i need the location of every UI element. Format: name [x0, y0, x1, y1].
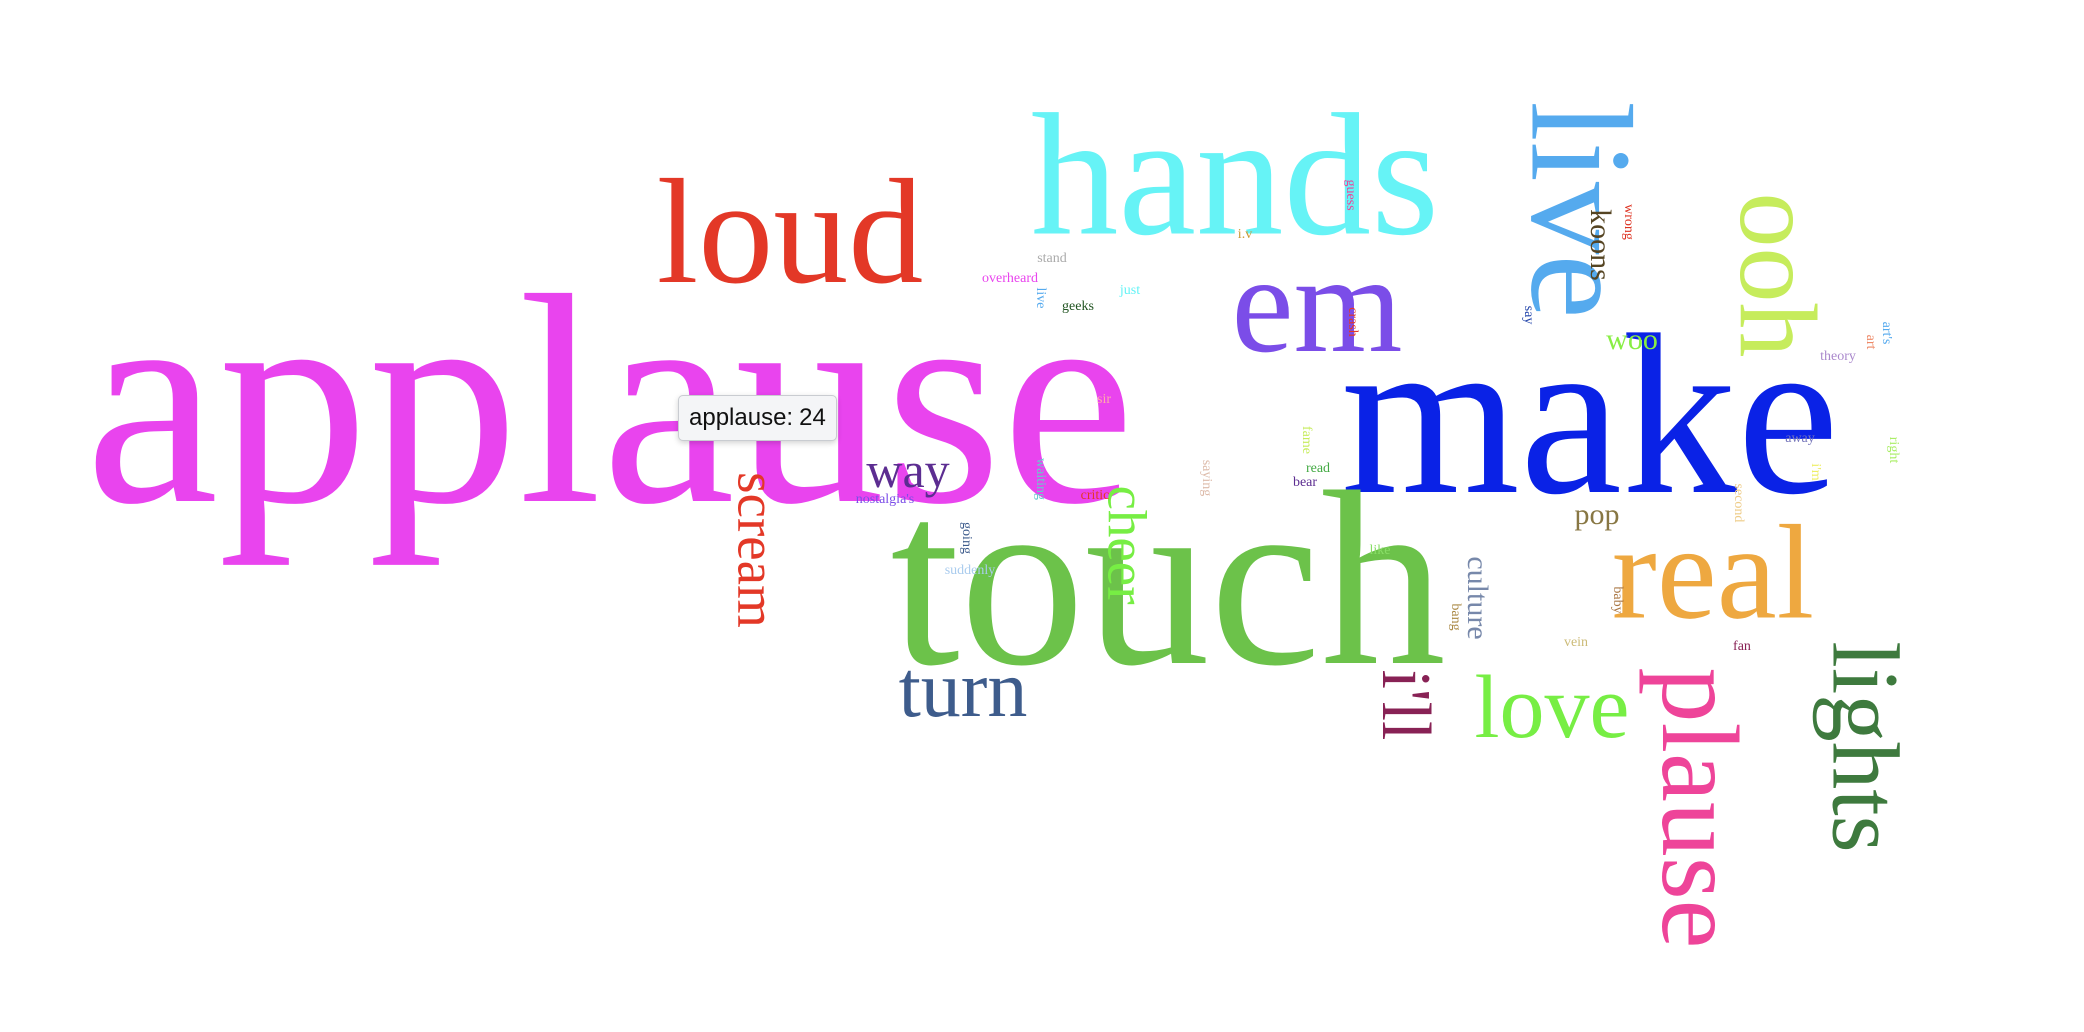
word-geeks[interactable]: geeks — [1062, 299, 1094, 314]
word-like[interactable]: like — [1369, 543, 1391, 558]
word-applause[interactable]: applause — [85, 234, 1135, 566]
word-loud[interactable]: loud — [656, 149, 924, 315]
word-love[interactable]: love — [1474, 658, 1630, 757]
word-woo[interactable]: woo — [1606, 323, 1658, 356]
word-sir[interactable]: sir — [1097, 392, 1111, 407]
word-way[interactable]: way — [866, 442, 950, 498]
word-just[interactable]: just — [1119, 283, 1141, 298]
tooltip-word: applause — [689, 404, 787, 431]
word-guess[interactable]: guess — [1343, 179, 1358, 211]
word-nostalgia-s[interactable]: nostalgia's — [855, 492, 915, 507]
word-bang[interactable]: bang — [1448, 603, 1463, 631]
word-say[interactable]: say — [1521, 305, 1536, 325]
word-em[interactable]: em — [1231, 227, 1403, 382]
word-fan[interactable]: fan — [1733, 639, 1751, 654]
word-suddenly[interactable]: suddenly — [944, 563, 996, 578]
word-crash[interactable]: crash — [1345, 307, 1360, 337]
tooltip-count: 24 — [799, 404, 826, 431]
word-stand[interactable]: stand — [1037, 251, 1067, 266]
word-scream[interactable]: scream — [726, 472, 788, 628]
word-koons[interactable]: koons — [1584, 209, 1617, 281]
word-i-v[interactable]: i.v — [1237, 227, 1253, 242]
word-i-ll[interactable]: i'll — [1367, 669, 1444, 741]
word-i-m[interactable]: i'm — [1808, 463, 1823, 481]
word-away[interactable]: away — [1785, 431, 1815, 446]
word-theory[interactable]: theory — [1820, 349, 1856, 364]
word-lights[interactable]: lights — [1812, 641, 1919, 853]
word-vein[interactable]: vein — [1563, 635, 1589, 650]
word-hands[interactable]: hands — [1030, 77, 1440, 272]
word-wrong[interactable]: wrong — [1621, 204, 1636, 240]
word-pop[interactable]: pop — [1574, 498, 1620, 531]
word-plause[interactable]: plause — [1639, 667, 1761, 949]
word-baby[interactable]: baby — [1610, 586, 1625, 614]
word-make[interactable]: make — [1340, 287, 1840, 542]
word-turn[interactable]: turn — [898, 646, 1028, 734]
word-going[interactable]: going — [959, 522, 974, 554]
word-ooh[interactable]: ooh — [1717, 192, 1839, 358]
word-saying[interactable]: saying — [1199, 459, 1214, 497]
word-read[interactable]: read — [1305, 461, 1331, 476]
word-real[interactable]: real — [1611, 498, 1815, 648]
word-right[interactable]: right — [1886, 436, 1901, 464]
word-art-s[interactable]: art's — [1879, 321, 1894, 345]
word-bear[interactable]: bear — [1292, 475, 1318, 490]
word-waiting[interactable]: waiting — [1033, 458, 1048, 500]
word-critic[interactable]: critic — [1080, 488, 1110, 503]
word-touch[interactable]: touch — [890, 441, 1446, 718]
word-culture[interactable]: culture — [1461, 556, 1494, 640]
word-cheer[interactable]: cheer — [1096, 485, 1158, 605]
word-fame[interactable]: fame — [1299, 426, 1314, 454]
word-tooltip: applause: 24 — [678, 395, 837, 441]
word-art[interactable]: art — [1863, 334, 1878, 350]
word-second[interactable]: second — [1731, 483, 1746, 523]
word-live[interactable]: live — [1033, 287, 1048, 309]
word-overheard[interactable]: overheard — [982, 271, 1038, 286]
